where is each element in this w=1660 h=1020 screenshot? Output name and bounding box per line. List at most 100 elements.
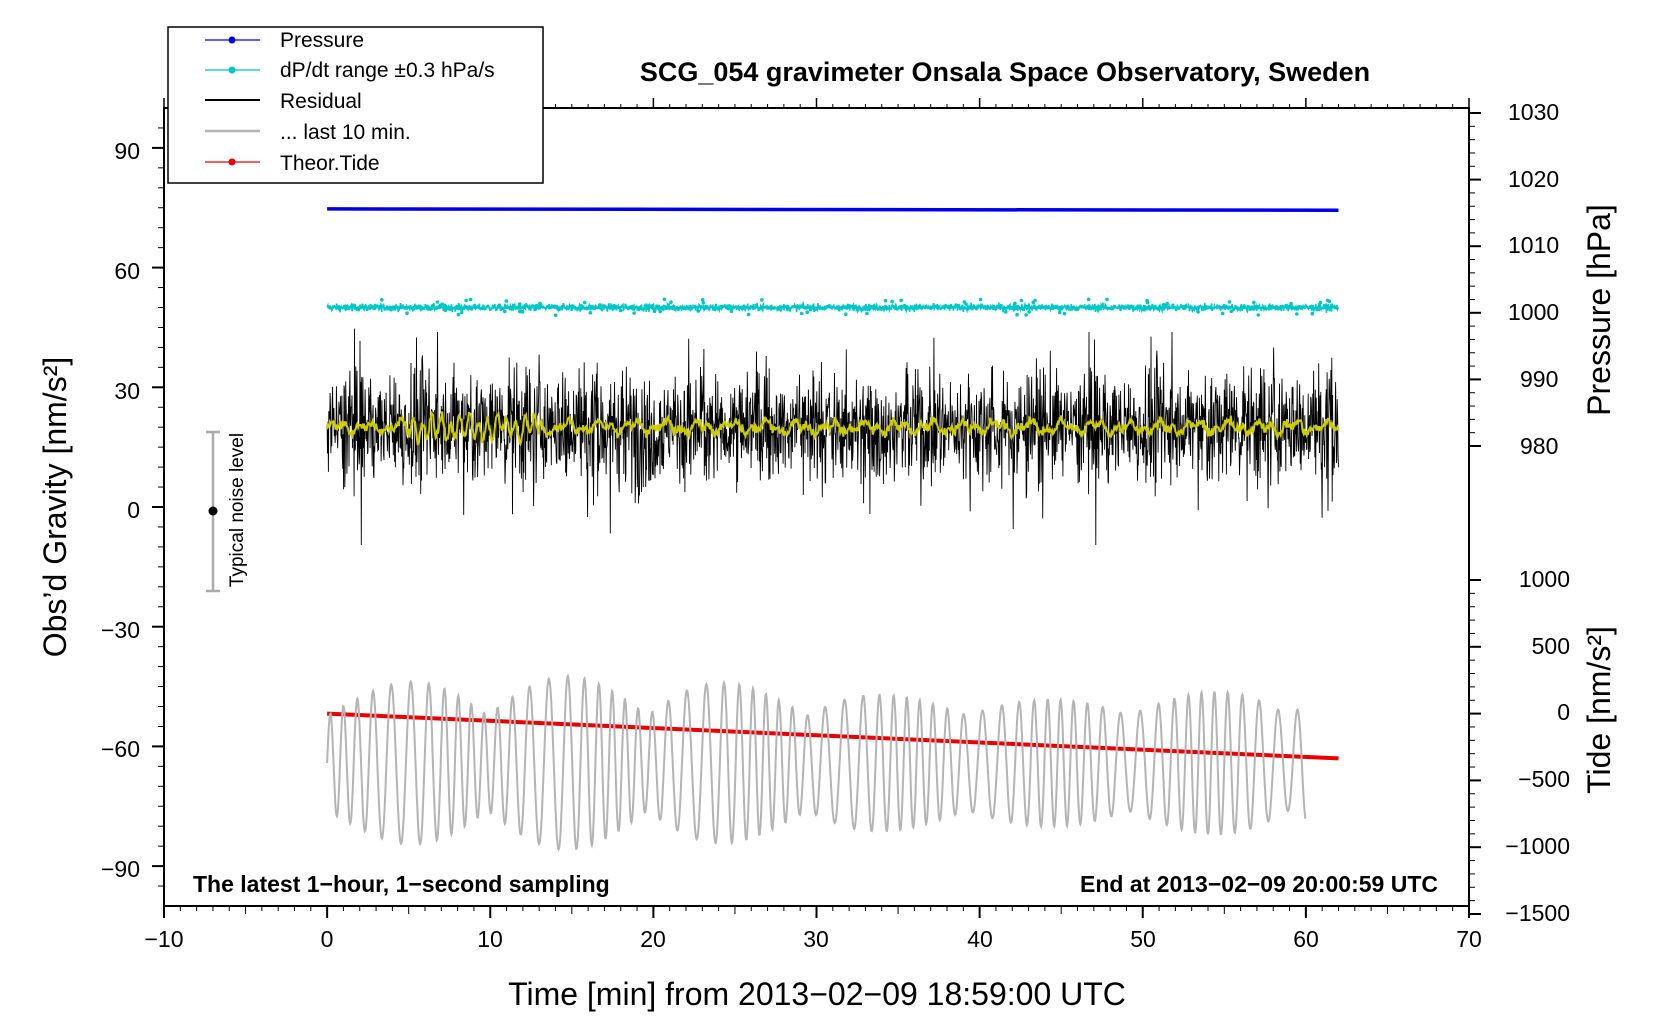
axis-ticks [152, 98, 1481, 918]
dpdt-point [520, 309, 525, 314]
chart-title: SCG_054 gravimeter Onsala Space Observat… [640, 57, 1370, 87]
dpdt-point [337, 307, 342, 311]
dpdt-point [720, 305, 724, 309]
dpdt-point [440, 302, 445, 307]
dpdt-point [662, 297, 667, 302]
dpdt-point [890, 299, 894, 304]
dpdt-point [899, 298, 903, 303]
dpdt-point [929, 306, 933, 310]
dpdt-point [799, 311, 804, 316]
residual-smoothed-line [326, 409, 1340, 447]
legend-label: Theor.Tide [280, 152, 380, 175]
dpdt-point [1196, 310, 1200, 314]
tide-tick-label: 500 [1532, 633, 1570, 659]
dpdt-point [1145, 298, 1149, 303]
dpdt-point [1015, 312, 1019, 317]
residual-series [326, 328, 1339, 546]
legend-item-tide: Theor.Tide [205, 152, 380, 175]
pressure-tick-label: 1000 [1508, 299, 1559, 325]
x-tick-label: 10 [477, 926, 503, 952]
dpdt-point [1057, 310, 1062, 315]
y-left-tick-labels: 90 60 30 0 −30 −60 −90 [101, 138, 140, 882]
dpdt-point [962, 300, 967, 304]
y-left-tick-label: 0 [127, 497, 140, 523]
pressure-tick-label: 1020 [1508, 166, 1559, 192]
dpdt-point [601, 304, 606, 308]
dpdt-point [883, 298, 888, 303]
noise-level-indicator: Typical noise level [206, 430, 248, 593]
dpdt-point [1058, 307, 1062, 312]
dpdt-point [1165, 301, 1170, 306]
legend-label: dP/dt range ±0.3 hPa/s [280, 59, 495, 82]
dpdt-point [612, 304, 617, 308]
x-tick-label: 70 [1456, 926, 1482, 952]
dpdt-point [1310, 311, 1315, 316]
dpdt-point [701, 301, 706, 305]
sampling-annotation: The latest 1−hour, 1−second sampling [193, 871, 610, 897]
x-tick-label: 0 [321, 926, 334, 952]
dpdt-point [1027, 310, 1031, 314]
dpdt-point [652, 309, 657, 314]
dpdt-point [746, 312, 751, 317]
dpdt-point [1033, 298, 1037, 303]
tide-tick-label: −1500 [1505, 900, 1570, 926]
y-left-tick-label: −30 [101, 617, 140, 643]
legend-label: Residual [280, 90, 362, 113]
dpdt-point [844, 312, 848, 317]
dpdt-point [696, 309, 701, 313]
dpdt-point [459, 310, 464, 315]
dpdt-point [760, 298, 764, 302]
pressure-tick-label: 1010 [1508, 232, 1559, 258]
dpdt-point [372, 306, 377, 311]
dpdt-point [344, 307, 348, 311]
dpdt-point [1256, 313, 1261, 317]
dpdt-point [1050, 306, 1055, 311]
y-left-tick-label: 30 [114, 378, 140, 404]
dpdt-point [1220, 311, 1225, 316]
dpdt-point [538, 301, 542, 306]
legend-marker [228, 36, 236, 44]
legend-marker [228, 66, 236, 74]
y-left-tick-label: −90 [101, 856, 140, 882]
dpdt-point [1062, 311, 1067, 316]
dpdt-point [741, 305, 745, 310]
legend-box [167, 26, 544, 184]
dpdt-point [553, 313, 558, 318]
dpdt-line [326, 301, 1339, 315]
dpdt-point [865, 311, 869, 316]
dpdt-point [1318, 300, 1323, 305]
dpdt-point [1013, 301, 1017, 306]
dpdt-point [533, 307, 537, 312]
y-left-tick-label: 60 [114, 258, 140, 284]
dpdt-point [1295, 312, 1299, 316]
dpdt-point [1252, 300, 1256, 305]
dpdt-point [464, 298, 468, 303]
dpdt-point [1087, 306, 1092, 311]
dpdt-point [978, 297, 983, 302]
dpdt-point [380, 298, 384, 302]
dpdt-point [518, 302, 522, 306]
y-left-tick-label: 90 [114, 138, 140, 164]
dpdt-point [656, 304, 661, 309]
legend-item-residual: Residual [205, 90, 362, 113]
dpdt-point [760, 306, 765, 310]
dpdt-point [1105, 297, 1109, 302]
dpdt-point [1325, 298, 1330, 303]
dpdt-point [518, 309, 522, 314]
dpdt-point [711, 307, 716, 311]
pressure-axis-title: Pressure [hPa] [1581, 204, 1617, 416]
dpdt-point [1024, 313, 1028, 317]
dpdt-point [1225, 305, 1230, 310]
residual-line [326, 328, 1339, 546]
noise-center-dot [208, 506, 218, 516]
dpdt-point [1229, 309, 1234, 314]
dpdt-point [598, 303, 602, 307]
dpdt-point [618, 308, 623, 313]
end-time-annotation: End at 2013−02−09 20:00:59 UTC [1080, 871, 1438, 897]
dpdt-point [435, 300, 440, 304]
pressure-tick-label: 990 [1520, 366, 1558, 392]
legend-item-last10: ... last 10 min. [205, 121, 411, 144]
dpdt-point [503, 309, 507, 314]
tide-axis-title: Tide [nm/s²] [1581, 626, 1617, 794]
last-10-min-line [326, 673, 1307, 852]
